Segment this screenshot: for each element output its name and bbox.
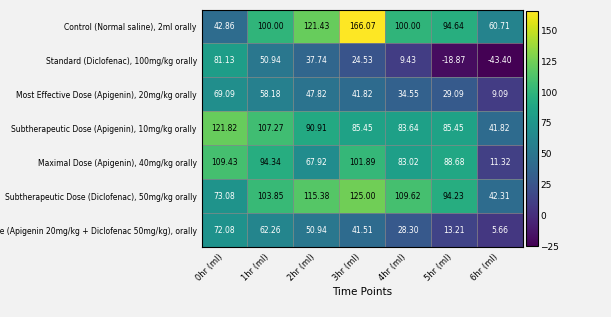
Text: -18.87: -18.87: [442, 56, 466, 65]
Text: 166.07: 166.07: [349, 22, 375, 31]
Text: 58.18: 58.18: [260, 90, 281, 99]
Text: 103.85: 103.85: [257, 192, 284, 201]
Text: 11.32: 11.32: [489, 158, 510, 167]
Text: 9.43: 9.43: [400, 56, 417, 65]
Text: 42.31: 42.31: [489, 192, 510, 201]
Text: 73.08: 73.08: [214, 192, 235, 201]
Text: 13.21: 13.21: [443, 226, 464, 235]
Text: 83.64: 83.64: [397, 124, 419, 133]
Text: 41.82: 41.82: [489, 124, 510, 133]
Text: 41.82: 41.82: [351, 90, 373, 99]
Text: 28.30: 28.30: [397, 226, 419, 235]
Text: 62.26: 62.26: [260, 226, 281, 235]
Text: 72.08: 72.08: [214, 226, 235, 235]
Text: 29.09: 29.09: [443, 90, 464, 99]
Text: 85.45: 85.45: [443, 124, 464, 133]
Text: 67.92: 67.92: [306, 158, 327, 167]
Text: 37.74: 37.74: [306, 56, 327, 65]
Text: 115.38: 115.38: [303, 192, 329, 201]
Text: 34.55: 34.55: [397, 90, 419, 99]
Text: 107.27: 107.27: [257, 124, 284, 133]
Text: 94.34: 94.34: [260, 158, 281, 167]
Text: 9.09: 9.09: [491, 90, 508, 99]
Text: 85.45: 85.45: [351, 124, 373, 133]
Text: 88.68: 88.68: [443, 158, 464, 167]
Text: 24.53: 24.53: [351, 56, 373, 65]
X-axis label: Time Points: Time Points: [332, 287, 392, 297]
Text: 100.00: 100.00: [257, 22, 284, 31]
Text: 121.43: 121.43: [303, 22, 329, 31]
Text: 109.43: 109.43: [211, 158, 238, 167]
Text: 90.91: 90.91: [306, 124, 327, 133]
Text: 69.09: 69.09: [214, 90, 235, 99]
Text: 60.71: 60.71: [489, 22, 511, 31]
Text: 100.00: 100.00: [395, 22, 421, 31]
Text: 94.64: 94.64: [443, 22, 465, 31]
Text: 109.62: 109.62: [395, 192, 421, 201]
Text: 101.89: 101.89: [349, 158, 375, 167]
Text: 83.02: 83.02: [397, 158, 419, 167]
Text: 50.94: 50.94: [260, 56, 281, 65]
Text: -43.40: -43.40: [488, 56, 512, 65]
Text: 81.13: 81.13: [214, 56, 235, 65]
Text: 94.23: 94.23: [443, 192, 464, 201]
Text: 42.86: 42.86: [214, 22, 235, 31]
Text: 125.00: 125.00: [349, 192, 375, 201]
Text: 47.82: 47.82: [306, 90, 327, 99]
Text: 41.51: 41.51: [351, 226, 373, 235]
Text: 121.82: 121.82: [211, 124, 238, 133]
Text: 5.66: 5.66: [491, 226, 508, 235]
Text: 50.94: 50.94: [306, 226, 327, 235]
